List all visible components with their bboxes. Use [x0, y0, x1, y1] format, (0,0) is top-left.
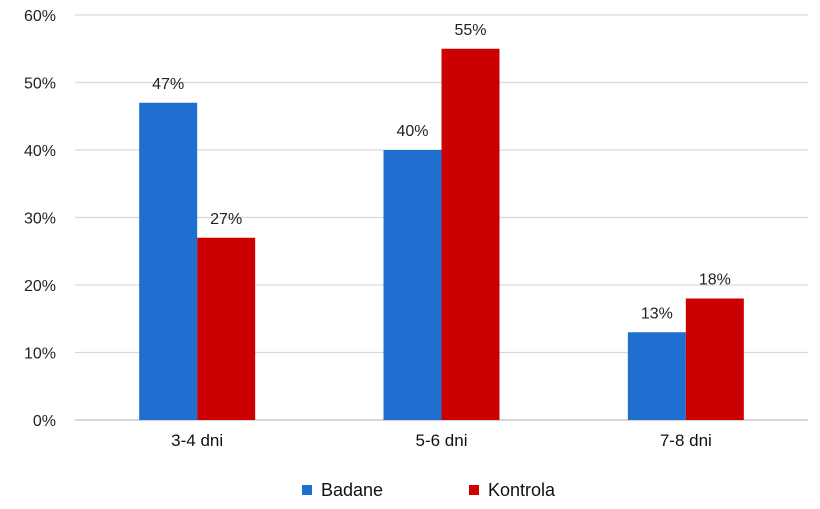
legend-label: Kontrola	[488, 480, 556, 500]
y-tick-label: 20%	[24, 278, 56, 295]
data-label: 40%	[396, 123, 428, 140]
data-label: 47%	[152, 76, 184, 93]
legend-label: Badane	[321, 480, 383, 500]
y-tick-label: 30%	[24, 211, 56, 228]
x-tick-label: 7-8 dni	[660, 431, 712, 450]
data-label: 18%	[699, 272, 731, 289]
y-tick-label: 40%	[24, 143, 56, 160]
y-tick-label: 50%	[24, 76, 56, 93]
bar-badane	[627, 332, 686, 420]
legend-swatch	[302, 485, 312, 495]
bar-kontrola	[685, 298, 744, 420]
bar-kontrola	[197, 237, 256, 420]
data-label: 13%	[641, 305, 673, 322]
bar-badane	[139, 102, 198, 420]
data-label: 55%	[454, 22, 486, 39]
data-label: 27%	[210, 211, 242, 228]
bar-kontrola	[441, 48, 500, 420]
x-tick-label: 3-4 dni	[171, 431, 223, 450]
bar-badane	[383, 150, 442, 420]
x-tick-label: 5-6 dni	[416, 431, 468, 450]
y-tick-label: 60%	[24, 8, 56, 25]
y-tick-label: 10%	[24, 346, 56, 363]
legend-swatch	[469, 485, 479, 495]
y-tick-label: 0%	[33, 413, 56, 430]
